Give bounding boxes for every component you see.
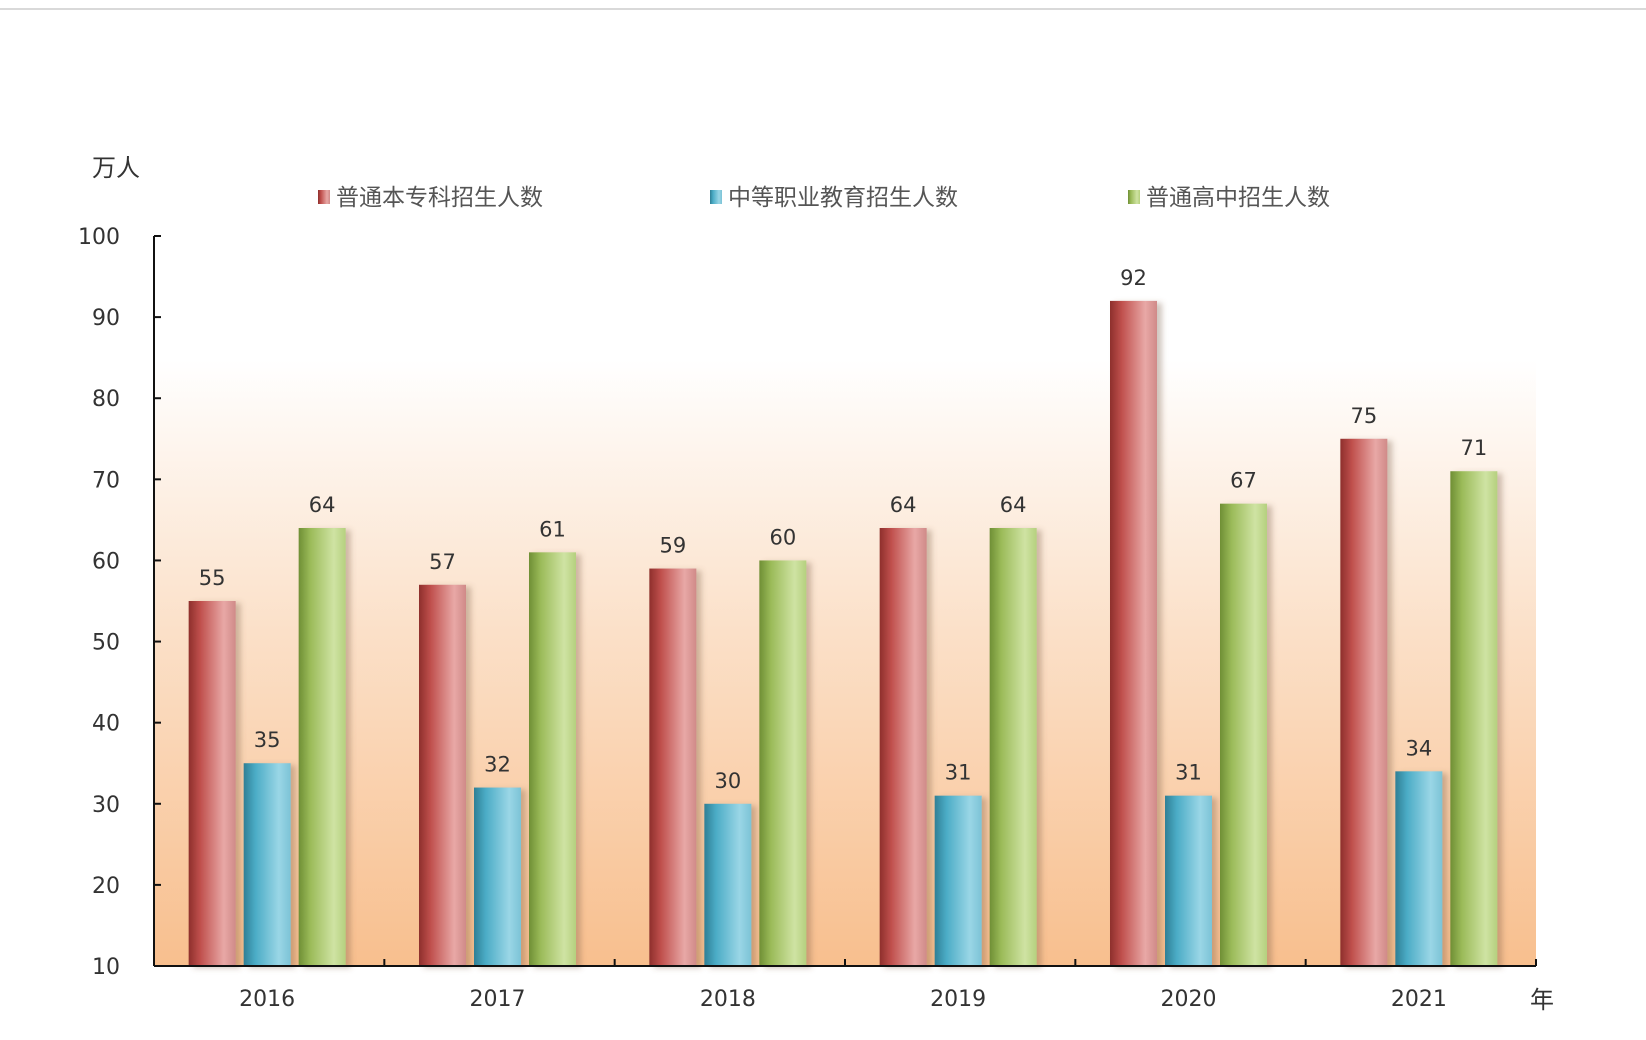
data-label-series3-2017: 61 (539, 517, 566, 541)
bar-series2-2018 (704, 803, 752, 966)
bar-series1-2016 (188, 601, 236, 966)
y-tick-label-60: 60 (92, 549, 120, 574)
legend-label-series2: 中等职业教育招生人数 (728, 185, 958, 211)
x-tick-label-2016: 2016 (239, 987, 295, 1012)
bar-series3-2020 (1220, 503, 1267, 966)
x-tick-label-2018: 2018 (700, 987, 756, 1012)
bar-series2-2017 (474, 787, 521, 966)
legend-label-series1: 普通本专科招生人数 (336, 185, 543, 211)
y-axis-unit-label: 万人 (92, 154, 140, 182)
x-tick-label-2021: 2021 (1391, 987, 1447, 1012)
y-tick-label-90: 90 (92, 306, 120, 331)
plot-background (154, 360, 1536, 966)
y-tick-label-50: 50 (92, 631, 120, 656)
x-tick-label-2017: 2017 (470, 987, 526, 1012)
data-label-series2-2021: 34 (1405, 736, 1432, 760)
data-label-series2-2017: 32 (484, 753, 511, 777)
bar-series3-2019 (989, 528, 1037, 966)
data-labels-group: 55 35 64 57 32 61 59 30 60 64 31 64 92 31 67 75 34 71 (199, 266, 1487, 793)
bar-series3-2016 (298, 528, 346, 966)
data-label-series2-2016: 35 (254, 728, 281, 752)
data-label-series2-2018: 30 (714, 769, 741, 793)
data-label-series1-2021: 75 (1350, 404, 1377, 428)
y-tick-label-30: 30 (92, 793, 120, 818)
legend-swatch-series1 (318, 190, 330, 204)
bar-series2-2016 (243, 763, 291, 966)
bar-series3-2021 (1450, 471, 1498, 966)
x-tick-label-2020: 2020 (1161, 987, 1217, 1012)
bar-series1-2018 (649, 568, 697, 966)
data-label-series3-2021: 71 (1460, 436, 1487, 460)
bar-series3-2017 (529, 552, 576, 966)
y-tick-label-80: 80 (92, 387, 120, 412)
bar-series1-2020 (1110, 300, 1157, 966)
y-tick-label-10: 10 (92, 955, 120, 980)
data-label-series1-2020: 92 (1120, 266, 1147, 290)
legend-swatch-series3 (1128, 190, 1140, 204)
plot-area-gradient (154, 360, 1536, 966)
legend: 普通本专科招生人数 中等职业教育招生人数 普通高中招生人数 (318, 185, 1330, 211)
data-label-series2-2019: 31 (945, 761, 972, 785)
data-label-series3-2020: 67 (1230, 469, 1257, 493)
bars-group (188, 300, 1498, 966)
y-tick-label-70: 70 (92, 468, 120, 493)
legend-swatch-series2 (710, 190, 722, 204)
bar-series2-2019 (934, 795, 982, 966)
top-divider (0, 8, 1646, 10)
bar-series1-2019 (879, 528, 927, 966)
bar-series1-2021 (1340, 438, 1388, 966)
data-label-series3-2016: 64 (309, 493, 336, 517)
x-tick-label-2019: 2019 (930, 987, 986, 1012)
axes-group: 2016 2017 2018 2019 2020 2021 10 20 30 40 50 60 70 80… (78, 225, 1537, 1012)
y-tick-label-100: 100 (78, 225, 120, 250)
data-label-series2-2020: 31 (1175, 761, 1202, 785)
bar-series2-2020 (1165, 795, 1212, 966)
data-label-series3-2018: 60 (769, 525, 796, 549)
data-label-series1-2018: 59 (659, 534, 686, 558)
data-label-series1-2016: 55 (199, 566, 226, 590)
x-axis-unit-label: 年 (1530, 986, 1554, 1014)
y-tick-label-40: 40 (92, 712, 120, 737)
bar-series2-2021 (1395, 771, 1443, 966)
y-tick-label-20: 20 (92, 874, 120, 899)
bar-series3-2018 (759, 560, 807, 966)
data-label-series1-2019: 64 (890, 493, 917, 517)
legend-label-series3: 普通高中招生人数 (1146, 185, 1330, 211)
data-label-series3-2019: 64 (1000, 493, 1027, 517)
bar-series1-2017 (419, 584, 466, 966)
data-label-series1-2017: 57 (429, 550, 456, 574)
